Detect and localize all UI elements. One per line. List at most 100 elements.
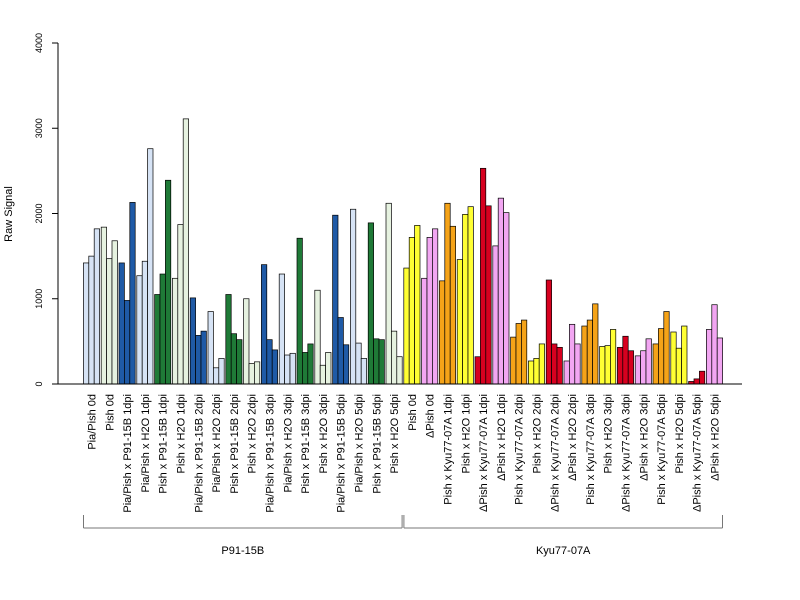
bar [325,352,332,385]
bar [439,280,446,385]
bar [421,277,428,385]
category-label: Pish x P91-15B 3dpi [300,394,312,494]
bar [569,323,576,385]
bar [378,339,385,385]
bar [100,226,107,385]
bar [343,344,350,385]
bar [634,355,641,385]
bar [337,317,344,385]
bar [154,294,161,385]
y-tick-label: 1000 [34,289,44,309]
bar [195,335,202,385]
bar [449,225,456,385]
bar [391,330,398,385]
bar [456,259,463,385]
bar [172,277,179,385]
category-label: ΔPish x Kyu77-07A 3dpi [621,394,633,512]
category-label: Pish x H2O 2dpi [247,394,259,473]
category-label: Pia/Pish x H2O 1dpi [140,394,152,492]
bar [230,333,237,385]
category-label: ΔPish x Kyu77-07A 2dpi [549,394,561,512]
category-label: Pia/Pish x P91-15B 1dpi [122,394,134,513]
bar [296,237,303,385]
bars-layer [83,118,723,385]
bar [360,358,367,385]
bar [136,275,143,385]
bar [432,228,439,385]
bar [444,202,451,385]
bar [599,346,606,385]
bar [503,212,510,385]
bar [716,337,723,385]
bar [699,370,706,385]
bar [467,206,474,385]
bar [711,304,718,385]
bar [563,360,570,385]
bar [462,214,469,385]
bar [254,361,261,385]
category-label: ΔPish x Kyu77-07A 5dpi [692,394,704,512]
bar [385,202,392,385]
category-label: ΔPish x H2O 1dpi [496,394,508,481]
bar [627,350,634,385]
bar [236,339,243,385]
bar [658,328,665,385]
category-label: Pish x H2O 1dpi [460,394,472,473]
group-label: Kyu77-07A [536,545,591,557]
bar [663,311,670,385]
bar [622,335,629,385]
bar [284,354,291,385]
bar [332,214,339,385]
bar [302,352,309,385]
category-label: Pish x Kyu77-07A 2dpi [514,394,526,505]
category-label: Pia/Pish x H2O 2dpi [211,394,223,492]
group-label: P91-15B [221,545,264,557]
bar [426,237,433,385]
bar [645,338,652,385]
bar [182,118,189,385]
bar [261,264,268,385]
bar [88,255,95,385]
bar [106,258,113,385]
bar [586,319,593,385]
bar [129,202,136,385]
bar [355,342,362,385]
bar [706,329,713,385]
bar [200,330,207,385]
bar [480,167,487,385]
category-label: Pish x P91-15B 1dpi [158,394,170,494]
bar [307,343,314,385]
bar [528,360,535,385]
category-label: ΔPish x H2O 2dpi [567,394,579,481]
category-label: ΔPish x H2O 3dpi [638,394,650,481]
bar [278,273,285,385]
bar [225,294,232,385]
bar [218,358,225,385]
category-label: ΔPish 0d [425,394,437,438]
y-tick-label: 4000 [34,33,44,53]
bar [266,339,273,385]
bar [93,228,100,385]
y-axis-title: Raw Signal [3,186,15,242]
bar [189,297,196,385]
category-label: Pish x H2O 1dpi [176,394,188,473]
bar [207,311,214,385]
category-label: Pia/Pish x H2O 3dpi [282,394,294,492]
category-label: Pia/Pish x H2O 5dpi [354,394,366,492]
bar [289,352,296,385]
category-label: Pia/Pish x P91-15B 2dpi [193,394,205,513]
category-label: ΔPish x Kyu77-07A 1dpi [478,394,490,512]
y-tick-label: 3000 [34,118,44,138]
bar [492,245,499,385]
bar [485,205,492,385]
category-label: Pish 0d [407,394,419,431]
bar [521,319,528,385]
category-label: Pish x Kyu77-07A 3dpi [585,394,597,505]
category-label: Pia/Pish x P91-15B 3dpi [265,394,277,513]
bar [675,347,682,385]
y-tick-label: 2000 [34,203,44,223]
category-label: Pish x P91-15B 5dpi [371,394,383,494]
category-label: ΔPish x H2O 5dpi [710,394,722,481]
category-label: Pish x Kyu77-07A 5dpi [656,394,668,505]
